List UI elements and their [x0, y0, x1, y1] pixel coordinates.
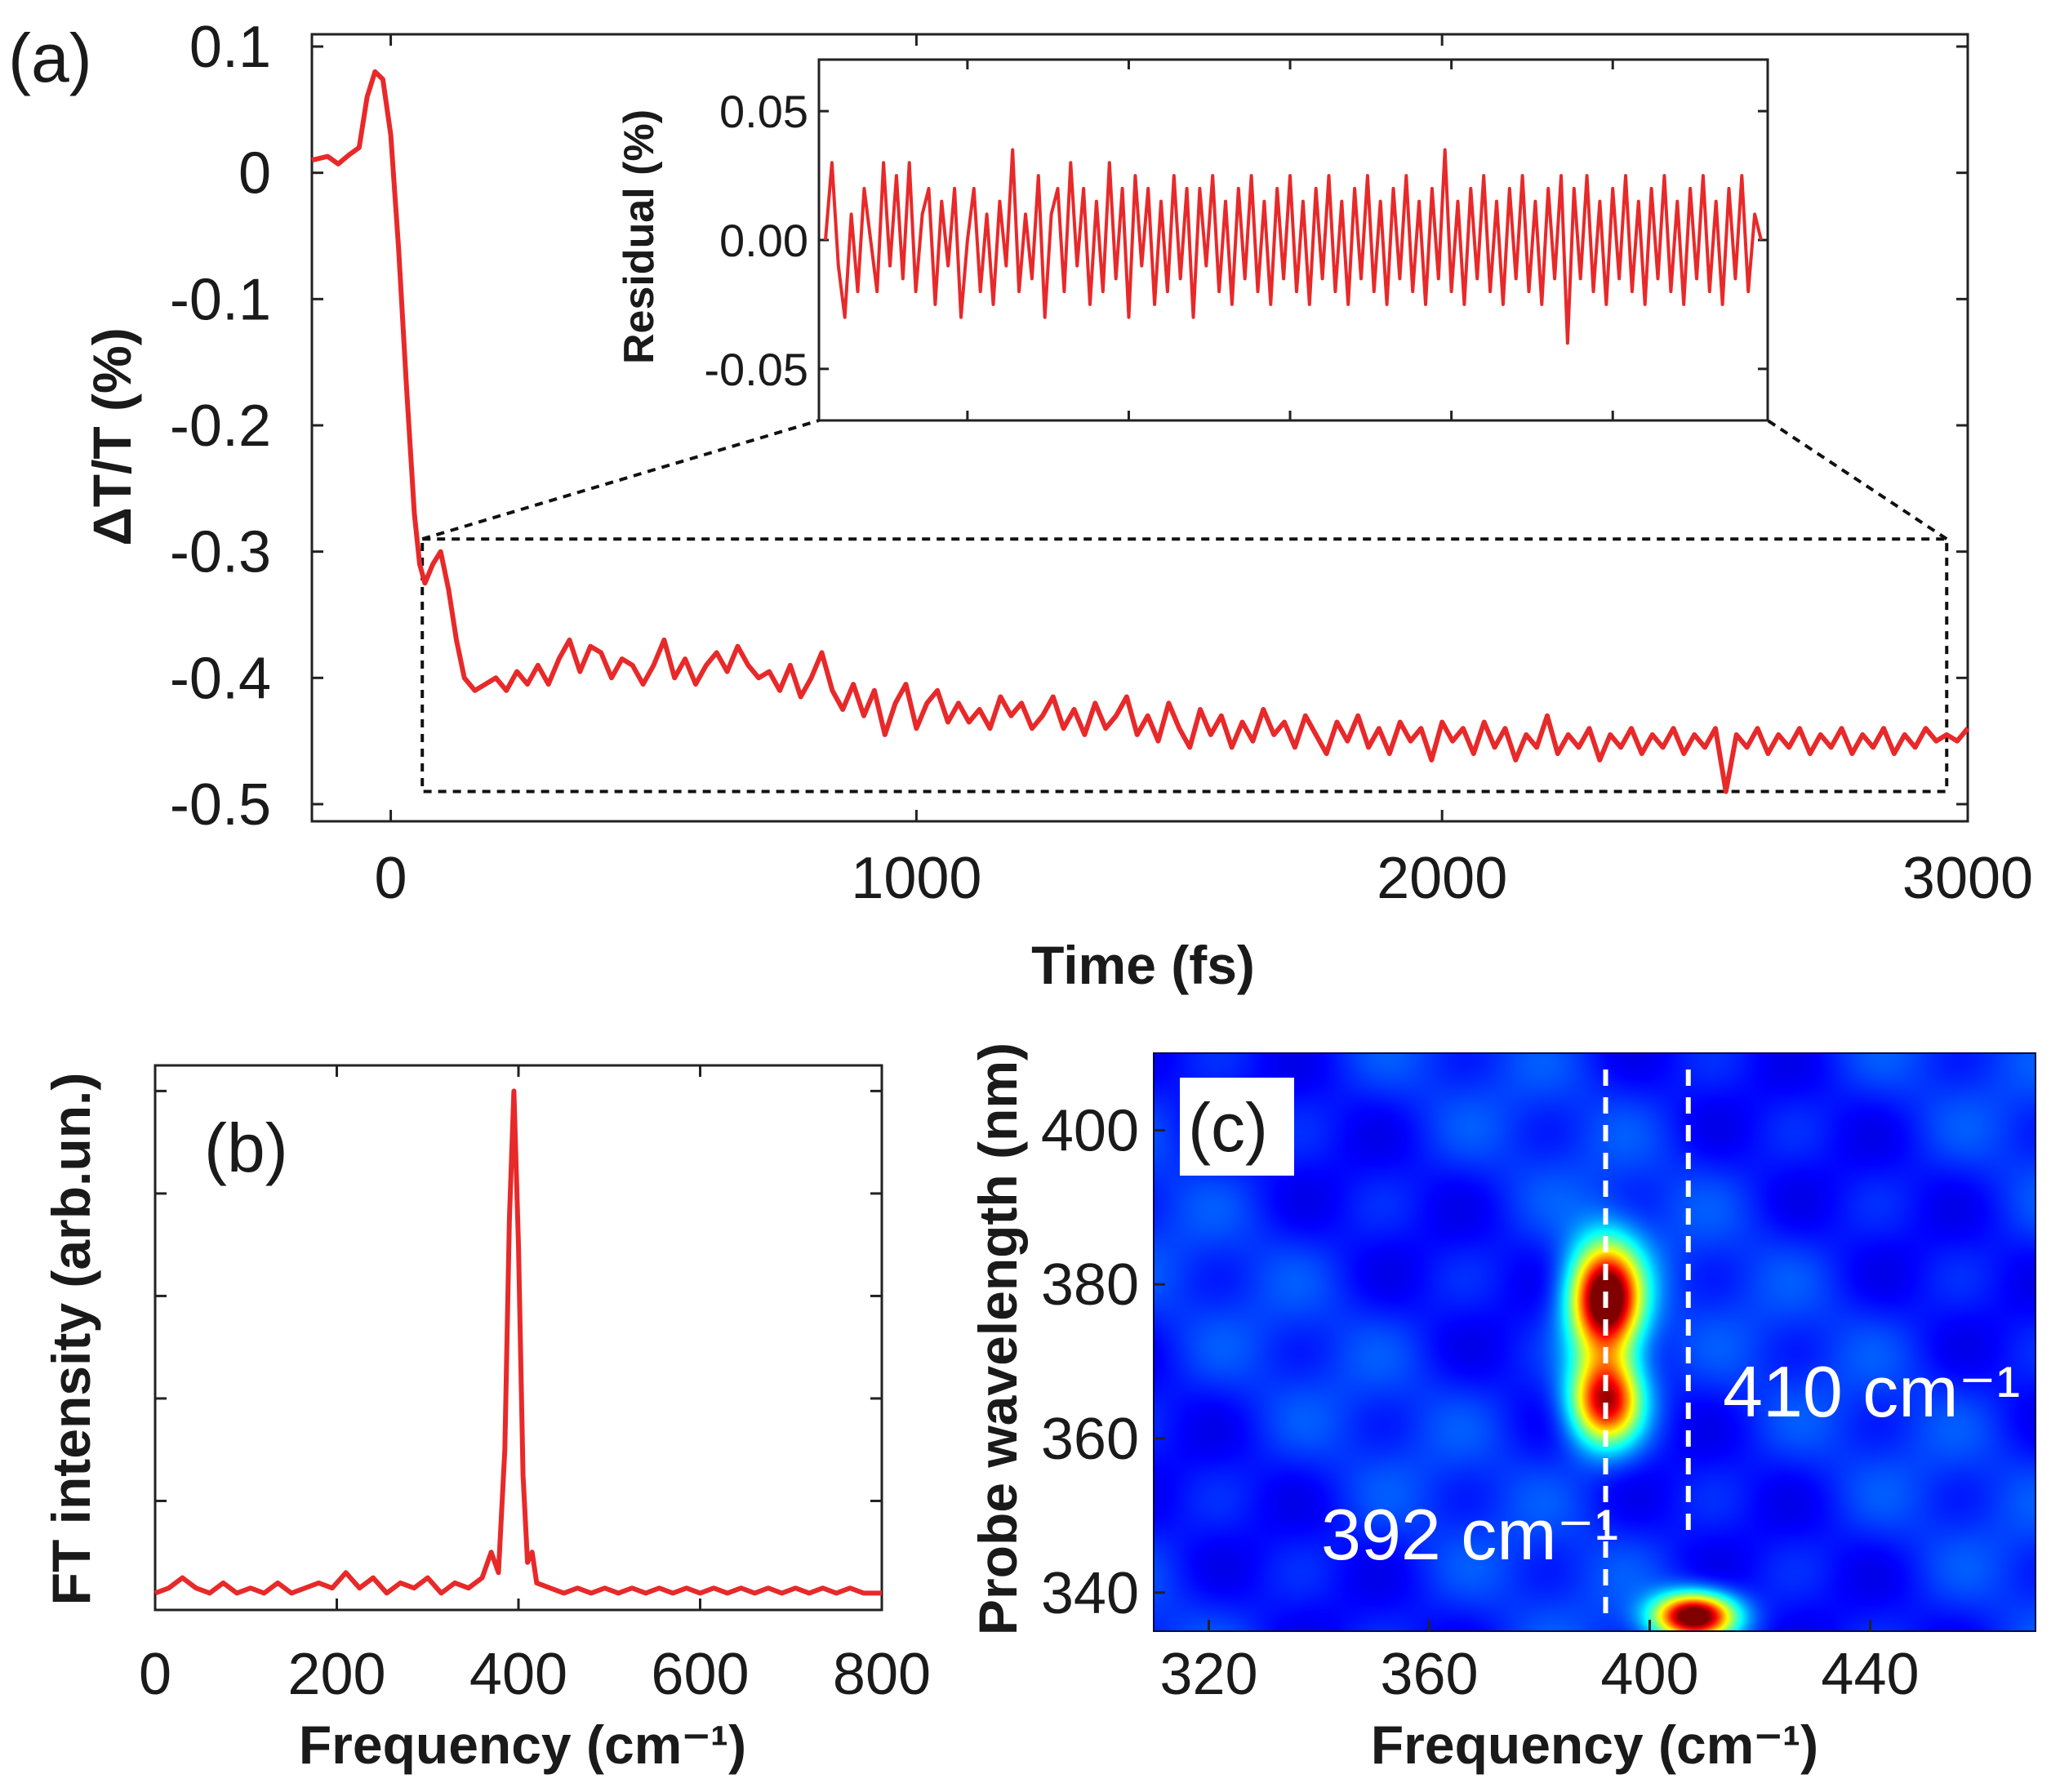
- panel-a-x-label: Time (fs): [1031, 935, 1255, 995]
- panel-c-label: (c): [1188, 1089, 1268, 1166]
- panel-b-y-label: FT intensity (arb.un.): [41, 1073, 101, 1606]
- inset-y-label: Residual (%): [616, 109, 663, 364]
- heatmap-container: [1154, 1053, 2036, 1631]
- y-tick-label: 340: [1041, 1561, 1139, 1626]
- panel-c-y-ticks: 340 360 380 400: [1041, 1098, 1165, 1626]
- x-tick-label: 600: [651, 1642, 749, 1707]
- y-tick-label: -0.1: [170, 267, 271, 332]
- panel-c: (c) 392 cm⁻¹ 410 cm⁻¹ 340 360 380 400 320 36…: [968, 1043, 2036, 1775]
- y-tick-label: 380: [1041, 1252, 1139, 1318]
- y-tick-label: 0.1: [189, 15, 271, 80]
- panel-b: (b) 0 200 400 600 800 Frequency (cm⁻¹) FT in…: [41, 1064, 931, 1775]
- panel-a-x-ticks: 0 1000 2000 3000: [375, 34, 2033, 911]
- y-tick-label: -0.5: [170, 772, 271, 838]
- x-tick-label: 0: [375, 846, 407, 911]
- x-tick-label: 3000: [1902, 846, 2033, 911]
- marker-label-392: 392 cm⁻¹: [1321, 1494, 1618, 1575]
- y-tick-label: 400: [1041, 1098, 1139, 1163]
- residual-inset: 0.05 0.00 -0.05 Residual (%): [616, 58, 1769, 422]
- x-tick-label: 1000: [851, 846, 981, 911]
- x-tick-label: 360: [1380, 1642, 1478, 1707]
- panel-c-y-label: Probe wavelength (nm): [968, 1043, 1028, 1635]
- inset-y-tick-label: -0.05: [704, 344, 808, 395]
- heatmap-frame: [1153, 1052, 2036, 1632]
- panel-a: (a) 0.1 0 -0.1 -0.2 -0.3 -0.4 -0.5 0 1000 2000 30…: [8, 15, 2033, 995]
- y-tick-label: -0.3: [170, 520, 271, 585]
- y-tick-label: 360: [1041, 1407, 1139, 1472]
- heatmap: [1154, 1053, 2036, 1631]
- x-tick-label: 200: [287, 1642, 385, 1707]
- panel-a-y-label: ΔT/T (%): [82, 327, 142, 545]
- panel-a-y-ticks: 0.1 0 -0.1 -0.2 -0.3 -0.4 -0.5: [170, 15, 1968, 838]
- x-tick-label: 2000: [1377, 846, 1507, 911]
- x-tick-label: 440: [1821, 1642, 1919, 1707]
- y-tick-label: -0.2: [170, 394, 271, 459]
- x-tick-label: 320: [1159, 1642, 1257, 1707]
- inset-y-tick-label: 0.00: [719, 215, 808, 266]
- panel-c-x-label: Frequency (cm⁻¹): [1371, 1714, 1818, 1775]
- panel-b-x-ticks: 0 200 400 600 800: [139, 1065, 931, 1707]
- panel-a-frame: [310, 33, 1969, 823]
- panel-b-x-label: Frequency (cm⁻¹): [299, 1714, 746, 1775]
- ft-spectrum-line: [153, 1088, 882, 1596]
- x-tick-label: 400: [1600, 1642, 1698, 1707]
- marker-label-410: 410 cm⁻¹: [1723, 1351, 2020, 1432]
- x-tick-label: 400: [469, 1642, 567, 1707]
- zoom-connector-right: [1766, 419, 1948, 540]
- panel-b-y-ticks: [155, 1089, 882, 1502]
- y-tick-label: -0.4: [170, 646, 271, 711]
- inset-y-ticks: 0.05 0.00 -0.05: [704, 86, 1768, 395]
- zoom-box: [420, 537, 1949, 794]
- panel-c-label-box: [1180, 1078, 1294, 1176]
- panel-c-x-ticks: 320 360 400 440: [1159, 1620, 1920, 1707]
- inset-x-ticks: [966, 60, 1614, 420]
- zoom-connector-left: [421, 419, 820, 541]
- inset-y-tick-label: 0.05: [719, 86, 808, 137]
- y-tick-label: 0: [238, 141, 271, 207]
- residual-line: [824, 148, 1763, 345]
- dt-over-t-line: [311, 69, 1970, 794]
- x-tick-label: 0: [139, 1642, 171, 1707]
- x-tick-label: 800: [833, 1642, 931, 1707]
- panel-a-label: (a): [8, 20, 92, 96]
- panel-b-label: (b): [204, 1109, 288, 1186]
